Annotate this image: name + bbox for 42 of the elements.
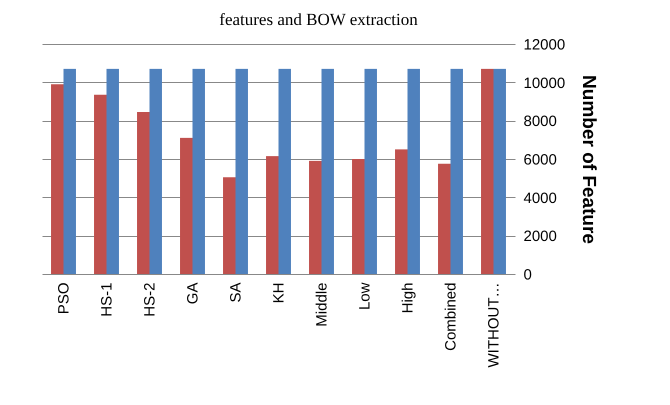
bar [150,68,162,274]
x-tick-label: Low [356,282,374,310]
bar [438,164,450,274]
y-tick-label: 10000 [524,74,566,92]
bar [106,68,119,274]
x-tick-label: HS-2 [142,282,158,317]
x-tick-label: HS-1 [98,282,116,317]
bar [364,68,377,274]
bar [266,156,278,274]
y-tick-label: 2000 [524,228,557,246]
bar [51,84,64,274]
chart-title: features and BOW extraction [219,10,418,29]
bar [481,68,494,274]
bar [322,68,334,274]
bar [309,160,322,274]
bar [408,68,420,274]
bar [236,68,248,274]
x-tick-label: Middle [314,282,330,327]
x-tick-label: SA [228,282,244,303]
y-tick-label: 6000 [524,152,557,168]
bar [192,68,205,274]
x-tick-label: Combined [442,282,460,351]
bar [137,112,150,274]
bar [450,68,463,274]
x-tick-label: High [400,282,416,314]
y-tick-label: 0 [524,266,532,284]
bar [494,68,506,274]
y-tick-label: 12000 [524,36,566,54]
x-tick-label: GA [184,282,202,304]
bar [278,68,291,274]
y-tick-label: 4000 [524,190,557,207]
bar [94,94,106,274]
bar [395,149,408,274]
x-tick-label: WITHOUT… [486,282,502,368]
x-tick-label: KH [270,282,288,304]
bar [352,159,364,274]
x-tick-label: PSO [56,282,72,314]
y-tick-label: 8000 [524,113,557,130]
bar [223,177,236,274]
y-axis-title: Number of Feature [578,75,600,244]
bar [180,138,192,274]
bar [64,68,76,274]
